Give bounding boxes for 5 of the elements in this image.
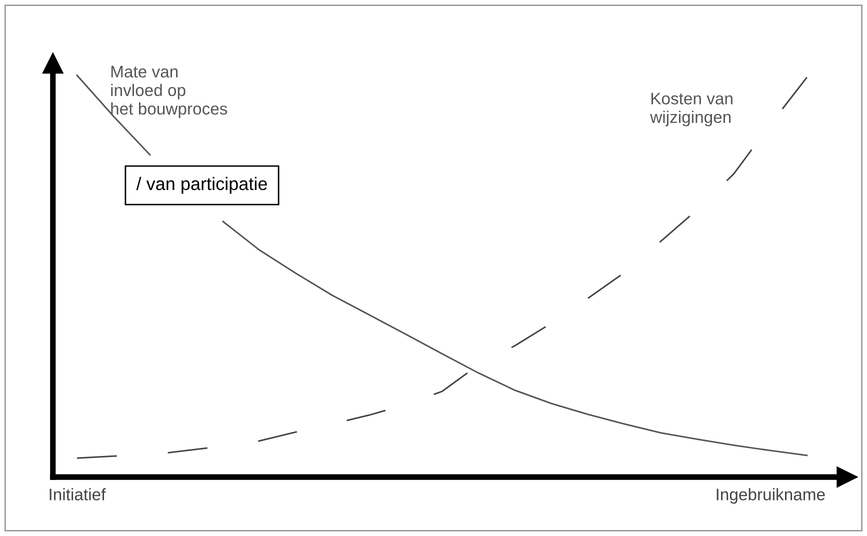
annotation: / van participatie: [136, 176, 267, 194]
x-tick-label: Initiatief: [50, 488, 106, 500]
series-label: Mate van invloed op het bouwproces: [111, 66, 228, 118]
series-label: Kosten van wijzigingen: [650, 92, 732, 126]
x-tick-label: Ingebruikname: [716, 488, 825, 504]
